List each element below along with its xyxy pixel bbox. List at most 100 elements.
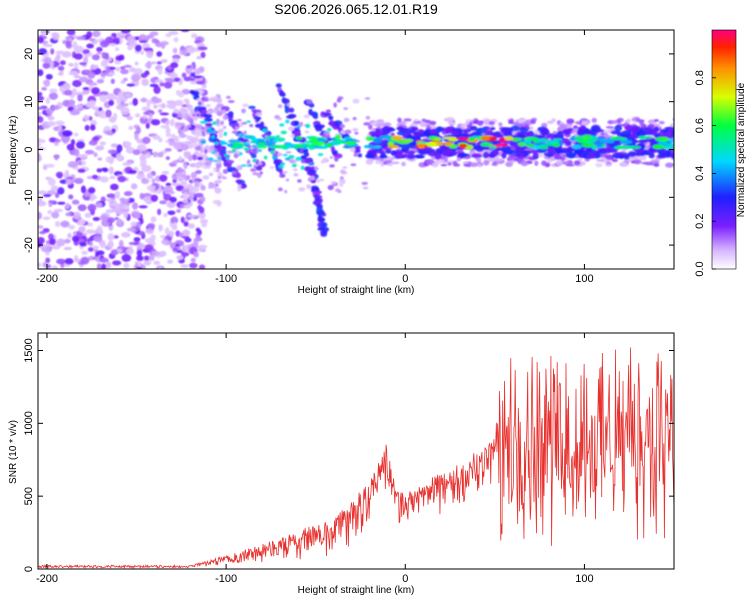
spectrogram-cell [680,136,685,139]
spectrogram-cell [334,134,342,140]
spectrogram-cell [51,244,61,250]
spectrogram-cell [329,164,335,168]
spectrogram-cell [109,175,116,180]
spectrogram-cell [178,91,184,98]
spectrogram-cell [169,118,175,127]
spectrogram-cell [577,158,583,162]
spectrogram-cell [68,62,74,67]
spectrogram-cell [309,137,318,142]
spectrogram-cell [62,83,69,89]
spectrogram-cell [52,32,60,41]
spectrogram-cell [266,140,277,144]
spectrogram-cell [158,224,163,232]
spectrogram-cell [295,136,303,140]
spectrogram-cell [526,136,539,141]
spectrogram-cell [323,143,328,148]
spectrogram-cell [581,134,593,140]
spectrogram-cell [483,159,490,166]
spectrogram-cell [180,252,190,257]
spectrogram-cell [107,240,114,249]
spectrogram-cell [73,53,83,60]
spectrogram-cell [132,149,141,156]
spectrogram-cell [282,170,288,174]
spectrogram-cell [288,154,295,159]
spectrogram-cell [561,138,570,145]
spectrogram-cell [427,149,437,157]
spectrogram-cell [143,255,150,261]
spectrogram-cell [50,185,59,192]
spectrogram-cell [493,158,503,162]
spectrogram-cell [194,192,204,198]
spectrogram-cell [212,121,218,126]
spectrogram-cell [415,154,425,159]
spectrogram-cell [277,187,283,192]
spectrogram-cell [145,122,150,129]
spectrogram-cell [43,79,51,87]
spectrogram-cell [65,176,74,180]
spectrogram-cell [444,126,454,133]
spectrogram-cell [665,162,674,168]
spectrogram-cell [383,122,392,127]
spectrogram-cell [53,208,64,213]
spectrogram-cell [596,142,603,148]
spectrogram-cell [276,117,283,121]
spectrogram-cell [42,261,48,268]
spectrogram-cell [190,171,198,179]
spectrogram-cell [323,130,331,136]
spectrogram-cell [46,121,56,127]
spectrogram-cell [566,118,575,125]
spectrogram-cell [259,121,265,128]
spectrogram-cell [403,118,412,122]
spectrogram-cell [93,234,103,243]
spectrogram-cell [463,163,471,167]
spectrogram-cell [99,91,109,96]
spectrogram-cell [447,162,452,166]
spectrogram-cell [462,161,470,165]
spectrogram-cell [42,62,51,69]
spectrogram-cell [185,188,190,194]
spectrogram-cell [96,225,103,234]
spectrogram-cell [242,142,250,146]
spectrogram-cell [143,260,152,266]
spectrogram-cell [238,133,243,138]
spectrogram-cell [161,239,169,245]
spectrogram-cell [667,128,674,132]
spectrogram-cell [554,132,564,140]
spectrogram-cell [130,221,138,227]
spectrogram-cell [183,193,189,201]
spectrogram-cell [482,151,490,159]
spectrogram-cell [156,51,163,57]
spectrogram-cell [159,200,167,205]
spectrogram-cell [50,48,55,55]
spectrogram-cell [278,165,285,169]
spectrogram-cell [160,125,170,129]
spectrogram-cell [205,103,211,108]
spectrogram-cell [216,110,223,117]
snr-ylabel: SNR (10 * v/v) [8,420,19,484]
spectrogram-cell [604,138,612,143]
spectrogram-cell [165,126,171,135]
spectrogram-cell [676,135,684,140]
spectrogram-cell [149,31,159,36]
spectrogram-cell [136,173,146,180]
spectrogram-cell [633,159,642,165]
spectrogram-cell [452,160,458,166]
spectrogram-cell [187,116,192,121]
spectrogram-cell [197,245,205,252]
spectrogram-xtick-label: 0 [402,273,408,285]
spectrogram-cell [75,140,85,149]
spectrogram-cell [657,153,664,159]
spectrogram-cell [135,126,141,135]
figure-title: S206.2026.065.12.01.R19 [274,1,438,17]
spectrogram-cell [153,97,162,104]
spectrogram-cell [657,149,664,155]
spectrogram-cell [204,148,208,154]
spectrogram-cell [635,130,646,137]
spectrogram-cell [51,105,60,111]
spectrogram-cell [188,192,195,197]
spectrogram-cell [223,131,228,137]
spectrogram-cell [257,149,262,153]
spectrogram-cell [173,108,180,114]
spectrogram-cell [610,136,623,141]
spectrogram-cell [120,66,126,70]
